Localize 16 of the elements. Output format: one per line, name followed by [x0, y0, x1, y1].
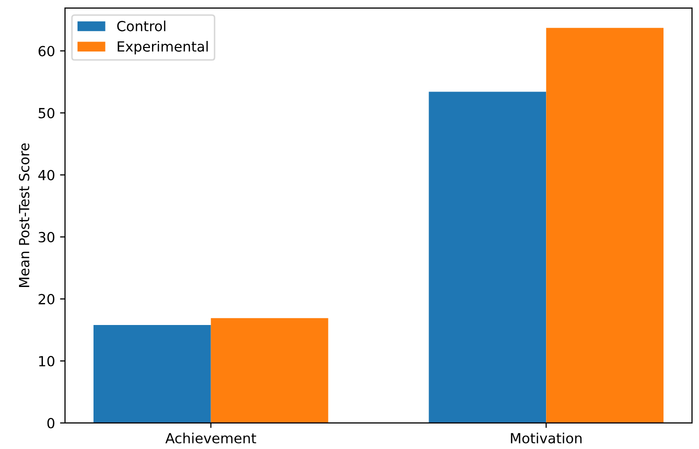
y-tick-label: 30 [38, 232, 54, 242]
y-tick-label: 60 [38, 46, 54, 56]
y-axis-title: Mean Post-Test Score [18, 143, 30, 288]
bar [94, 324, 211, 423]
x-tick-label: Motivation [510, 432, 582, 444]
bar [546, 28, 664, 423]
y-tick-label: 50 [38, 108, 54, 118]
bar [428, 92, 546, 423]
y-tick-label: 0 [47, 418, 54, 428]
bar [210, 318, 328, 423]
y-tick-label: 10 [39, 356, 54, 366]
y-tick-label: 20 [38, 294, 54, 304]
y-tick-label: 40 [38, 170, 54, 180]
legend-label: Experimental [118, 40, 208, 54]
x-tick-label: Achievement [165, 432, 256, 444]
legend-label: Control [117, 20, 166, 32]
